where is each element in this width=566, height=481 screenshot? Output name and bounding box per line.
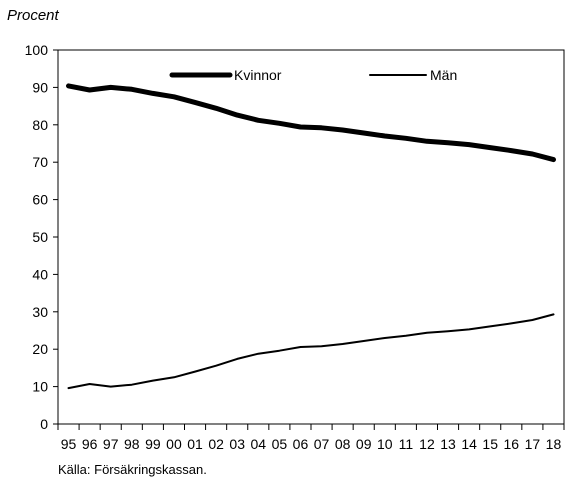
legend-label-män: Män	[430, 67, 457, 83]
x-tick-label: 04	[251, 436, 267, 452]
x-tick-label: 00	[166, 436, 182, 452]
x-tick-label: 02	[208, 436, 224, 452]
x-tick-label: 99	[145, 436, 161, 452]
y-tick-label: 60	[32, 192, 48, 208]
x-tick-label: 10	[377, 436, 393, 452]
x-tick-label: 06	[293, 436, 309, 452]
series-line-kvinnor	[66, 83, 556, 163]
x-tick-label: 98	[124, 436, 140, 452]
y-tick-label: 30	[32, 304, 48, 320]
y-axis-unit-label: Procent	[7, 7, 59, 24]
x-tick-label: 05	[272, 436, 288, 452]
legend: Kvinnor Män	[169, 67, 457, 83]
x-tick-label: 03	[229, 436, 245, 452]
y-tick-label: 40	[32, 266, 48, 282]
y-tick-label: 80	[32, 117, 48, 133]
x-tick-label: 97	[103, 436, 119, 452]
x-tick-label: 17	[525, 436, 541, 452]
x-tick-label: 96	[82, 436, 98, 452]
x-tick-label: 08	[335, 436, 351, 452]
series-line-män	[67, 313, 555, 390]
plot-frame	[57, 49, 565, 425]
x-tick-label: 15	[482, 436, 498, 452]
x-tick-label: 11	[399, 436, 414, 452]
y-tick-label: 90	[32, 79, 48, 95]
x-tick-label: 01	[187, 436, 203, 452]
x-tick-label: 09	[356, 436, 372, 452]
y-tick-label: 50	[32, 229, 48, 245]
source-note: Källa: Försäkringskassan.	[58, 462, 207, 477]
x-tick-label: 12	[419, 436, 435, 452]
y-tick-label: 100	[25, 42, 49, 58]
y-tick-label: 10	[32, 379, 48, 395]
x-tick-label: 18	[546, 436, 562, 452]
y-tick-label: 20	[32, 341, 48, 357]
series-lines	[66, 83, 556, 390]
x-tick-label: 95	[61, 436, 77, 452]
axes: 0 10 20 30 40 50 60 70 80 90 100 95 96 97 98 99 00 01 02 03…	[25, 42, 565, 452]
x-tick-label: 16	[504, 436, 520, 452]
legend-label-kvinnor: Kvinnor	[234, 67, 282, 83]
x-tick-label: 07	[314, 436, 330, 452]
x-tick-label: 13	[440, 436, 456, 452]
y-tick-label: 70	[32, 154, 48, 170]
x-tick-label: 14	[461, 436, 477, 452]
y-tick-label: 0	[40, 416, 48, 432]
